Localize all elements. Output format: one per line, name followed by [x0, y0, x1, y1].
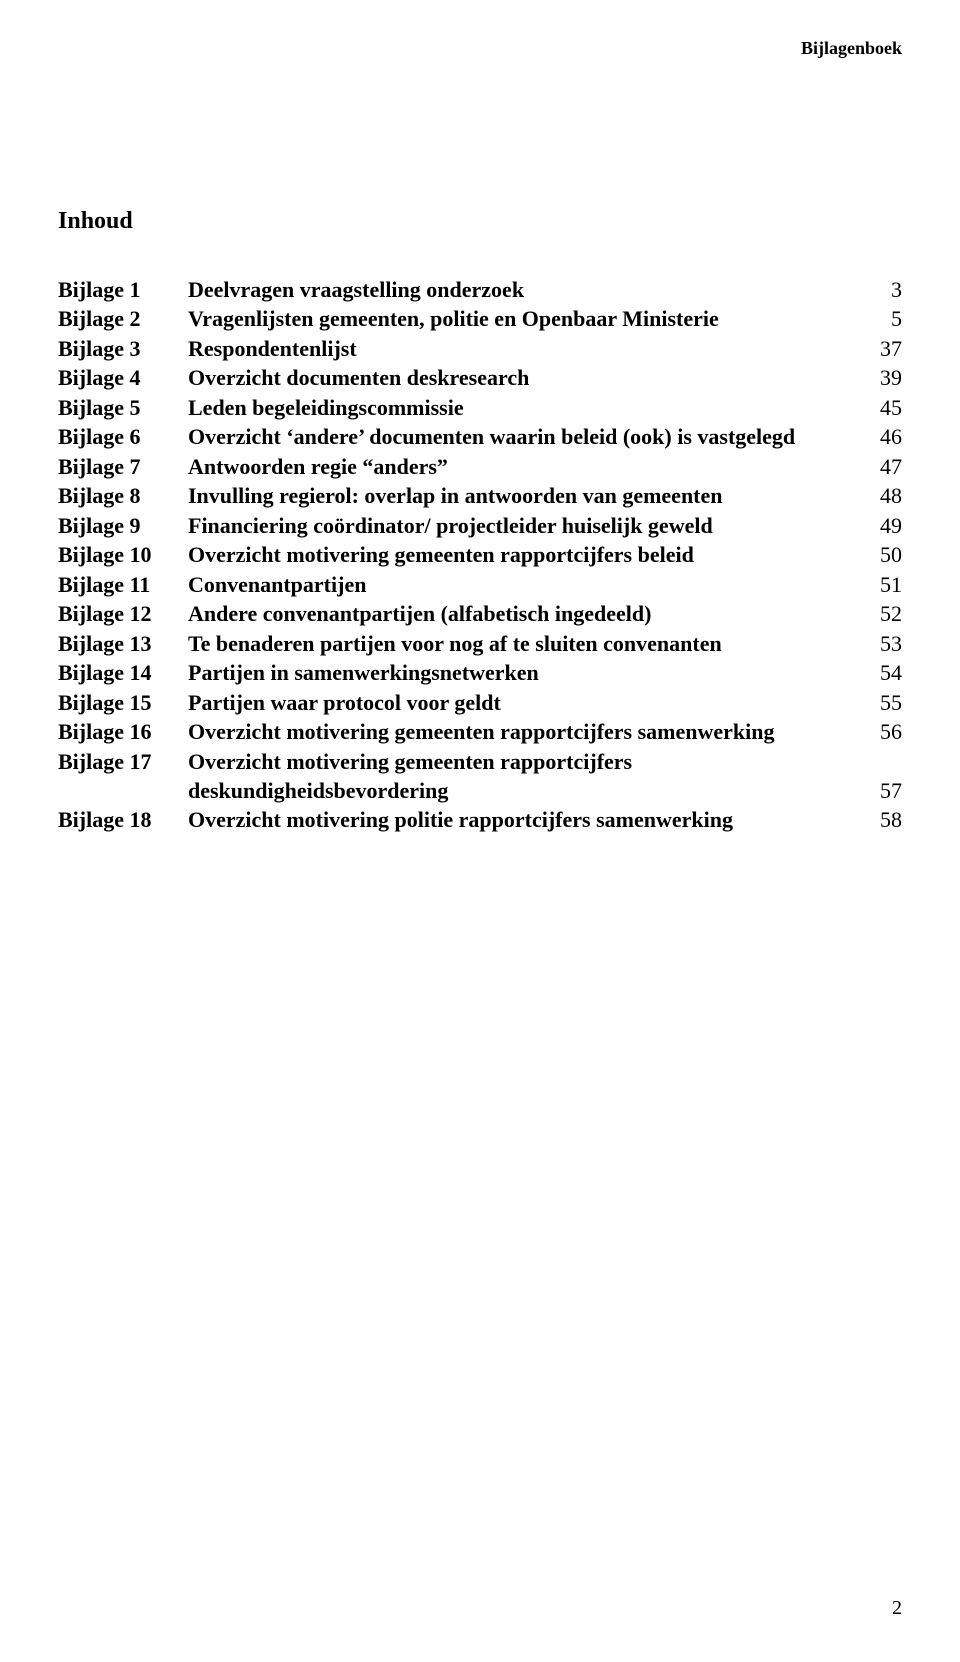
toc-entry-title: Antwoorden regie “anders”: [188, 452, 862, 481]
toc-entry-title: Overzicht ‘andere’ documenten waarin bel…: [188, 422, 862, 451]
toc-row: Bijlage 10Overzicht motivering gemeenten…: [58, 540, 902, 569]
toc-row: deskundigheidsbevordering57: [58, 776, 902, 805]
toc-row: Bijlage 13Te benaderen partijen voor nog…: [58, 629, 902, 658]
toc-row: Bijlage 16Overzicht motivering gemeenten…: [58, 717, 902, 746]
toc-row: Bijlage 3Respondentenlijst37: [58, 334, 902, 363]
toc-entry-title: Leden begeleidingscommissie: [188, 393, 862, 422]
toc-row: Bijlage 11Convenantpartijen51: [58, 570, 902, 599]
toc-entry-page: 47: [862, 452, 902, 481]
toc-row: Bijlage 9Financiering coördinator/ proje…: [58, 511, 902, 540]
toc-entry-page: 3: [862, 275, 902, 304]
toc-entry-label: Bijlage 7: [58, 452, 188, 481]
toc-entry-label: Bijlage 5: [58, 393, 188, 422]
toc-row: Bijlage 8Invulling regierol: overlap in …: [58, 481, 902, 510]
toc-entry-title-continuation: deskundigheidsbevordering: [188, 776, 862, 805]
toc-entry-label: Bijlage 11: [58, 570, 188, 599]
toc-entry-label: Bijlage 6: [58, 422, 188, 451]
toc-entry-title: Overzicht motivering gemeenten rapportci…: [188, 747, 862, 776]
toc-entry-page: 51: [862, 570, 902, 599]
toc-entry-title: Te benaderen partijen voor nog af te slu…: [188, 629, 862, 658]
toc-entry-label: Bijlage 12: [58, 599, 188, 628]
running-header: Bijlagenboek: [801, 38, 902, 59]
table-of-contents: Bijlage 1Deelvragen vraagstelling onderz…: [58, 275, 902, 835]
toc-row: Bijlage 7Antwoorden regie “anders”47: [58, 452, 902, 481]
toc-entry-page: 48: [862, 481, 902, 510]
toc-entry-label: Bijlage 9: [58, 511, 188, 540]
toc-entry-label: Bijlage 14: [58, 658, 188, 687]
toc-entry-label: Bijlage 3: [58, 334, 188, 363]
toc-row: Bijlage 17Overzicht motivering gemeenten…: [58, 747, 902, 776]
toc-entry-title: Andere convenantpartijen (alfabetisch in…: [188, 599, 862, 628]
toc-entry-page: 49: [862, 511, 902, 540]
toc-entry-page: 5: [862, 304, 902, 333]
toc-entry-title: Financiering coördinator/ projectleider …: [188, 511, 862, 540]
toc-entry-page: 53: [862, 629, 902, 658]
toc-entry-title: Overzicht documenten deskresearch: [188, 363, 862, 392]
toc-entry-page: 57: [862, 776, 902, 805]
toc-entry-page: 39: [862, 363, 902, 392]
toc-row: Bijlage 6Overzicht ‘andere’ documenten w…: [58, 422, 902, 451]
toc-entry-page: 50: [862, 540, 902, 569]
toc-entry-label: Bijlage 8: [58, 481, 188, 510]
content-area: Inhoud Bijlage 1Deelvragen vraagstelling…: [58, 208, 902, 835]
toc-entry-page: 55: [862, 688, 902, 717]
toc-entry-label: Bijlage 4: [58, 363, 188, 392]
toc-row: Bijlage 2Vragenlijsten gemeenten, politi…: [58, 304, 902, 333]
toc-row: Bijlage 14Partijen in samenwerkingsnetwe…: [58, 658, 902, 687]
toc-entry-title: Vragenlijsten gemeenten, politie en Open…: [188, 304, 862, 333]
toc-row: Bijlage 12Andere convenantpartijen (alfa…: [58, 599, 902, 628]
toc-entry-page: 56: [862, 717, 902, 746]
page: Bijlagenboek Inhoud Bijlage 1Deelvragen …: [0, 0, 960, 1662]
toc-entry-title: Overzicht motivering politie rapportcijf…: [188, 805, 862, 834]
toc-entry-title: Overzicht motivering gemeenten rapportci…: [188, 540, 862, 569]
toc-entry-title: Partijen waar protocol voor geldt: [188, 688, 862, 717]
toc-entry-page: 45: [862, 393, 902, 422]
toc-entry-page: 58: [862, 805, 902, 834]
toc-entry-title: Deelvragen vraagstelling onderzoek: [188, 275, 862, 304]
toc-entry-label: Bijlage 2: [58, 304, 188, 333]
toc-entry-page: 37: [862, 334, 902, 363]
toc-row: Bijlage 5Leden begeleidingscommissie45: [58, 393, 902, 422]
toc-row: Bijlage 18Overzicht motivering politie r…: [58, 805, 902, 834]
toc-row: Bijlage 4Overzicht documenten deskresear…: [58, 363, 902, 392]
toc-entry-page: 46: [862, 422, 902, 451]
toc-entry-title: Overzicht motivering gemeenten rapportci…: [188, 717, 862, 746]
toc-entry-label: Bijlage 18: [58, 805, 188, 834]
toc-entry-page: 52: [862, 599, 902, 628]
toc-entry-title: Invulling regierol: overlap in antwoorde…: [188, 481, 862, 510]
toc-entry-label: Bijlage 1: [58, 275, 188, 304]
toc-entry-page: 54: [862, 658, 902, 687]
toc-entry-title: Respondentenlijst: [188, 334, 862, 363]
page-title: Inhoud: [58, 208, 902, 235]
toc-entry-title: Convenantpartijen: [188, 570, 862, 599]
toc-entry-label: Bijlage 10: [58, 540, 188, 569]
toc-entry-label: Bijlage 15: [58, 688, 188, 717]
toc-entry-label: Bijlage 16: [58, 717, 188, 746]
toc-row: Bijlage 1Deelvragen vraagstelling onderz…: [58, 275, 902, 304]
toc-row: Bijlage 15Partijen waar protocol voor ge…: [58, 688, 902, 717]
page-number: 2: [892, 1597, 902, 1620]
toc-entry-label: Bijlage 17: [58, 747, 188, 776]
toc-entry-label: Bijlage 13: [58, 629, 188, 658]
toc-entry-title: Partijen in samenwerkingsnetwerken: [188, 658, 862, 687]
